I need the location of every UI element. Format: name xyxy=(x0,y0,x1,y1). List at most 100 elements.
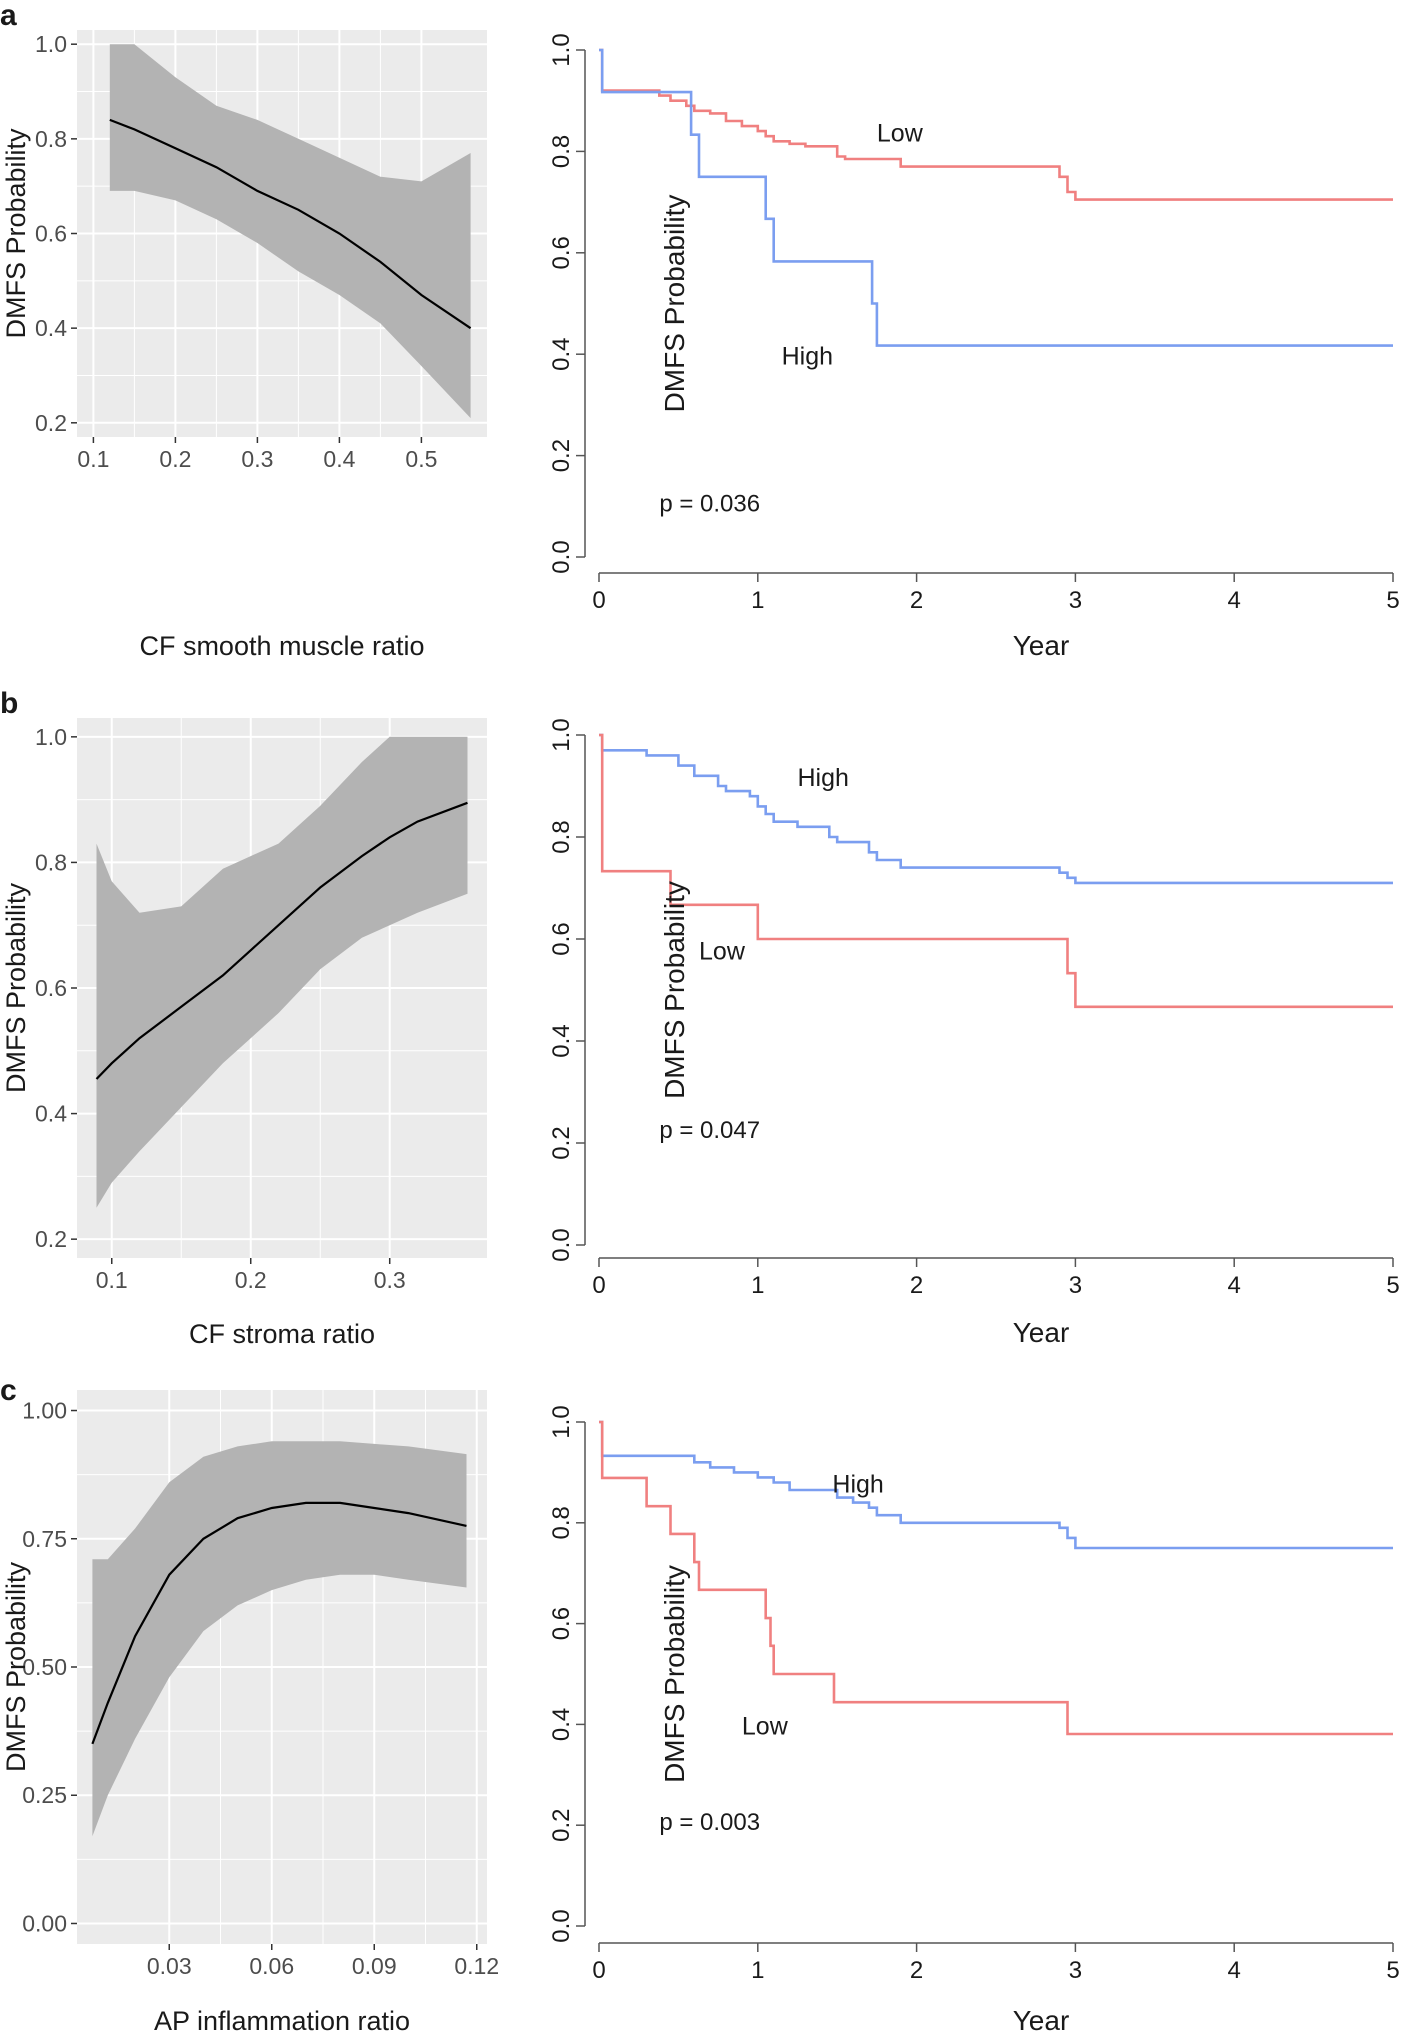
y-tick-label: 0.6 xyxy=(35,221,67,247)
x-tick-label: 5 xyxy=(1386,587,1399,614)
curve-label-high: High xyxy=(798,764,849,792)
y-tick-label: 0.0 xyxy=(548,1909,575,1942)
y-tick-label: 0.8 xyxy=(548,820,575,853)
x-tick-label: 0 xyxy=(592,1957,605,1984)
y-tick-label: 0.6 xyxy=(548,236,575,269)
fit-line xyxy=(95,801,468,1080)
x-tick-label: 0.3 xyxy=(241,446,273,472)
chart-a-left: 0.1 0.2 0.3 0.4 0.5 0.2 0.4 0.6 0.8 1.0 CF smooth… xyxy=(1,30,487,661)
x-tick-label: 2 xyxy=(910,1272,923,1299)
confidence-band xyxy=(96,736,468,1208)
survival-curves: Low High xyxy=(599,48,1393,370)
x-tick-label: 5 xyxy=(1386,1272,1399,1299)
x-tick-label: 0.2 xyxy=(235,1267,267,1293)
x-tick-label: 0.4 xyxy=(323,446,355,472)
y-tick-label: 0.4 xyxy=(548,1024,575,1057)
x-tick-label: 0.12 xyxy=(454,1953,499,1979)
y-tick-label: 1.00 xyxy=(22,1398,67,1424)
x-tick-label: 0.1 xyxy=(96,1267,128,1293)
y-tick-label: 1.0 xyxy=(35,724,67,750)
chart-a-right: 0.0 0.2 0.4 0.6 0.8 1.0 0 1 2 3 4 5 Low High Year DM… xyxy=(548,33,1400,661)
p-value-annotation: p = 0.047 xyxy=(659,1117,760,1144)
x-axis-title: Year xyxy=(1013,630,1070,661)
y-axis-title: DMFS Probability xyxy=(659,1565,690,1783)
y-tick-label: 1.0 xyxy=(35,31,67,57)
survival-curves: High Low xyxy=(599,1420,1393,1740)
survival-curve-high xyxy=(599,1420,1393,1550)
survival-curves: High Low xyxy=(599,733,1393,1009)
x-tick-label: 2 xyxy=(910,1957,923,1984)
x-tick-label: 0.5 xyxy=(405,446,437,472)
y-tick-label: 0.2 xyxy=(35,1226,67,1252)
x-tick-label: 3 xyxy=(1069,1272,1082,1299)
x-tick-label: 2 xyxy=(910,587,923,614)
axes: 0.1 0.2 0.3 0.4 0.5 0.2 0.4 0.6 0.8 1.0 xyxy=(35,31,437,472)
confidence-band xyxy=(92,1441,467,1837)
y-axis-title: DMFS Probability xyxy=(659,195,690,413)
y-axis-title: DMFS Probability xyxy=(659,881,690,1099)
x-tick-label: 3 xyxy=(1069,587,1082,614)
y-tick-label: 0.75 xyxy=(22,1526,67,1552)
y-tick-label: 0.0 xyxy=(548,540,575,573)
survival-curve-low xyxy=(599,733,1393,1009)
panel-label-a: a xyxy=(0,0,17,32)
x-tick-label: 3 xyxy=(1069,1957,1082,1984)
x-tick-label: 5 xyxy=(1386,1957,1399,1984)
x-axis-title: AP inflammation ratio xyxy=(154,2006,410,2036)
y-tick-label: 0.25 xyxy=(22,1782,67,1808)
y-tick-label: 1.0 xyxy=(548,718,575,751)
x-axis-title: Year xyxy=(1013,1317,1070,1348)
y-tick-label: 1.0 xyxy=(548,1405,575,1438)
fit-line xyxy=(91,1501,467,1745)
x-tick-label: 0.03 xyxy=(147,1953,192,1979)
survival-curve-high xyxy=(599,48,1393,347)
y-tick-label: 0.50 xyxy=(22,1654,67,1680)
p-value-annotation: p = 0.036 xyxy=(659,490,760,517)
y-axis-title: DMFS Probability xyxy=(1,1561,31,1772)
x-tick-label: 4 xyxy=(1228,587,1241,614)
y-tick-label: 0.2 xyxy=(548,1809,575,1842)
axes: 0.0 0.2 0.4 0.6 0.8 1.0 0 1 2 3 4 5 xyxy=(548,718,1400,1299)
chart-b-right: 0.0 0.2 0.4 0.6 0.8 1.0 0 1 2 3 4 5 High Low Year DM… xyxy=(548,718,1400,1348)
y-tick-label: 0.8 xyxy=(35,126,67,152)
x-tick-label: 4 xyxy=(1228,1272,1241,1299)
x-tick-label: 0.2 xyxy=(159,446,191,472)
chart-b-left: 0.1 0.2 0.3 0.2 0.4 0.6 0.8 1.0 CF stroma ratio… xyxy=(1,718,487,1349)
panel-label-b: b xyxy=(0,687,18,720)
curve-label-high: High xyxy=(782,342,833,370)
x-tick-label: 0 xyxy=(592,587,605,614)
chart-c-right: 0.0 0.2 0.4 0.6 0.8 1.0 0 1 2 3 4 5 High Low Year DM… xyxy=(548,1405,1400,2036)
x-tick-label: 1 xyxy=(751,587,764,614)
x-tick-label: 0.09 xyxy=(352,1953,397,1979)
panel-label-c: c xyxy=(0,1374,17,1407)
y-tick-label: 0.2 xyxy=(35,410,67,436)
x-tick-label: 0.3 xyxy=(374,1267,406,1293)
y-tick-label: 0.4 xyxy=(548,1708,575,1741)
y-tick-label: 0.6 xyxy=(548,922,575,955)
y-tick-label: 0.2 xyxy=(548,1126,575,1159)
fit-line xyxy=(109,118,472,330)
y-tick-label: 0.6 xyxy=(35,975,67,1001)
x-tick-label: 1 xyxy=(751,1272,764,1299)
x-axis-title: CF stroma ratio xyxy=(189,1319,375,1349)
x-tick-label: 0.1 xyxy=(77,446,109,472)
y-tick-label: 0.2 xyxy=(548,439,575,472)
curve-label-low: Low xyxy=(699,937,746,965)
axes: 0.0 0.2 0.4 0.6 0.8 1.0 0 1 2 3 4 5 xyxy=(548,33,1400,614)
axes: 0.0 0.2 0.4 0.6 0.8 1.0 0 1 2 3 4 5 xyxy=(548,1405,1400,1984)
x-tick-label: 0 xyxy=(592,1272,605,1299)
curve-label-high: High xyxy=(832,1471,883,1499)
y-tick-label: 0.4 xyxy=(35,315,67,341)
p-value-annotation: p = 0.003 xyxy=(659,1809,760,1836)
y-tick-label: 0.4 xyxy=(548,338,575,371)
survival-curve-low xyxy=(599,1420,1393,1736)
survival-curve-high xyxy=(599,733,1393,885)
x-tick-label: 0.06 xyxy=(249,1953,294,1979)
y-tick-label: 0.8 xyxy=(548,135,575,168)
y-tick-label: 0.4 xyxy=(35,1101,67,1127)
confidence-band xyxy=(109,44,471,419)
y-axis-title: DMFS Probability xyxy=(1,128,31,339)
x-axis-title: Year xyxy=(1013,2005,1070,2036)
x-tick-label: 4 xyxy=(1228,1957,1241,1984)
